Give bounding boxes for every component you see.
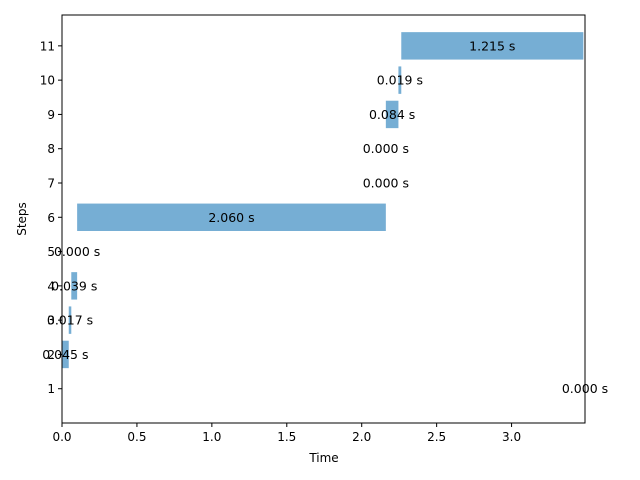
plot-frame (61, 14, 586, 424)
y-tick-label: 8 (47, 142, 55, 156)
bar-label-step-4: 0.039 s (51, 278, 97, 293)
y-axis-label: Steps (15, 202, 29, 236)
y-tick-label: 3 (47, 314, 55, 328)
x-tick-label: 3.0 (502, 430, 521, 444)
y-tick-label: 11 (40, 39, 55, 53)
x-axis-ticks: 0.0 0.5 1.0 1.5 2.0 2.5 3.0 (52, 423, 521, 444)
bar-step-3 (68, 306, 72, 334)
bar-label-step-10: 0.019 s (377, 73, 423, 88)
bar-label-step-5: 0.000 s (54, 244, 100, 259)
x-axis-label: Time (308, 451, 338, 465)
y-tick-label: 5 (47, 245, 55, 259)
bar-labels-layer: 0.000 s 0.045 s 0.017 s 0.039 s 0.000 s 2.060… (42, 38, 608, 396)
bar-label-step-8: 0.000 s (363, 141, 409, 156)
bar-step-2 (62, 340, 69, 369)
x-tick-label: 1.5 (277, 430, 296, 444)
y-tick-label: 4 (47, 279, 55, 293)
y-tick-label: 10 (40, 74, 55, 88)
x-tick-label: 0.0 (52, 430, 71, 444)
bar-step-11 (401, 32, 584, 60)
y-tick-label: 7 (47, 177, 55, 191)
bar-step-9 (385, 100, 399, 129)
x-tick-label: 2.5 (427, 430, 446, 444)
bar-label-step-9: 0.084 s (369, 107, 415, 122)
y-tick-label: 6 (47, 211, 55, 225)
x-tick-label: 1.0 (202, 430, 221, 444)
bar-step-10 (398, 66, 402, 94)
bar-label-step-11: 1.215 s (469, 38, 515, 53)
y-tick-label: 1 (47, 382, 55, 396)
bar-label-step-2: 0.045 s (42, 347, 88, 362)
x-tick-label: 0.5 (127, 430, 146, 444)
bar-step-6 (77, 203, 386, 231)
x-tick-label: 2.0 (352, 430, 371, 444)
y-tick-label: 2 (47, 348, 55, 362)
bars-layer (62, 32, 584, 369)
y-axis-ticks: 1 2 3 4 5 6 7 8 9 10 11 (40, 39, 62, 396)
bar-step-4 (71, 272, 78, 300)
bar-label-step-3: 0.017 s (47, 313, 93, 328)
bar-label-step-6: 2.060 s (208, 210, 254, 225)
y-tick-label: 9 (47, 108, 55, 122)
bar-label-step-7: 0.000 s (363, 176, 409, 191)
